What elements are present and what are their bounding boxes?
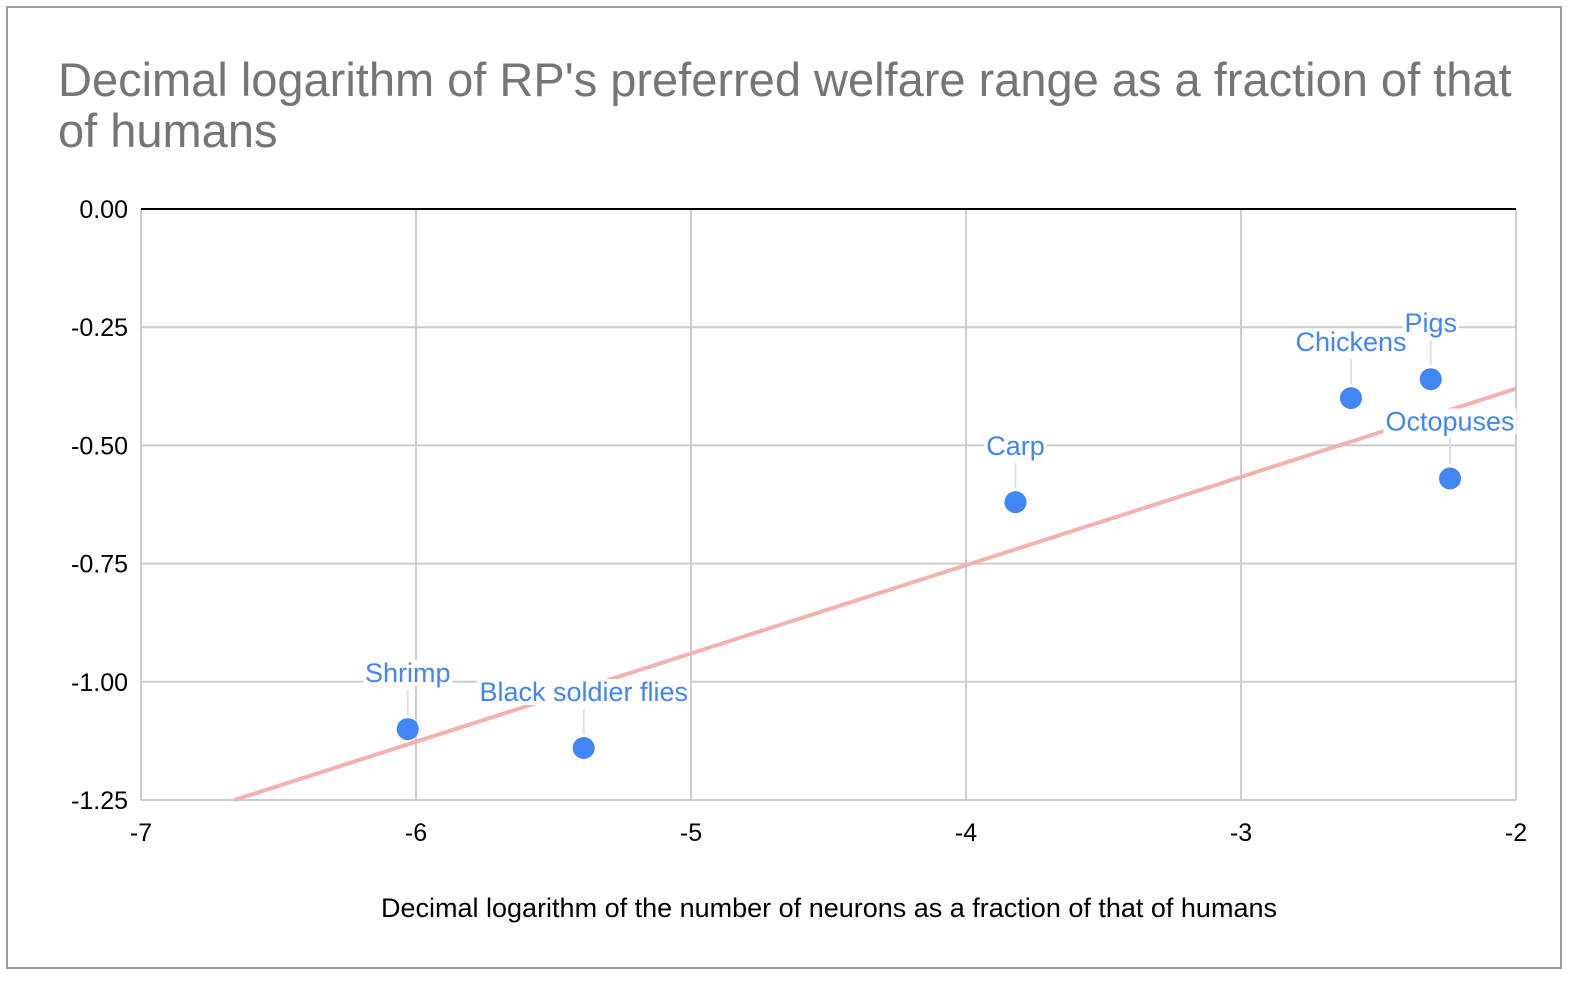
axis-ticks: -7 -6 -5 -4 -3 -2 0.00 -0.25 -0.50 -0.75 -1.00 -1.2…: [71, 196, 1527, 847]
point-label-background: [362, 660, 453, 687]
x-tick-label: -5: [680, 819, 702, 847]
x-tick-label: -4: [955, 819, 977, 847]
label-leaders: [406, 340, 1451, 734]
point-label-background: [1293, 329, 1409, 356]
x-tick-label: -3: [1230, 819, 1252, 847]
point-label: Octopuses: [1385, 406, 1514, 436]
x-tick-label: -2: [1505, 819, 1527, 847]
x-tick-label: -6: [405, 819, 427, 847]
data-point[interactable]: [1004, 491, 1027, 514]
data-point[interactable]: [572, 736, 595, 759]
data-point[interactable]: [396, 718, 419, 741]
grid-lines: [140, 208, 1517, 801]
y-tick-label: -0.25: [71, 314, 128, 342]
point-label-background: [1383, 408, 1517, 435]
y-tick-label: -0.50: [71, 432, 128, 460]
data-point[interactable]: [1340, 387, 1362, 410]
x-axis-title: Decimal logarithm of the number of neuro…: [381, 893, 1277, 923]
y-tick-label: -1.00: [71, 669, 128, 697]
point-label: Carp: [986, 431, 1045, 461]
x-tick-label: -7: [130, 819, 152, 847]
y-tick-label: -0.75: [71, 551, 128, 579]
data-point[interactable]: [1419, 368, 1442, 391]
point-label-background: [984, 433, 1047, 460]
point-label-background: [1402, 310, 1460, 337]
trendline: [233, 386, 1517, 802]
trendline-layer: [233, 386, 1517, 802]
y-tick-label: 0.00: [79, 196, 128, 224]
point-label: Chickens: [1295, 327, 1406, 357]
chart-container[interactable]: [6, 6, 1562, 969]
point-label: Black soldier flies: [479, 677, 688, 707]
data-point[interactable]: [1439, 467, 1461, 490]
data-points: [396, 368, 1461, 759]
point-labels: Shrimp Black soldier flies Carp ChickensPig…: [362, 308, 1517, 707]
point-label: Pigs: [1404, 308, 1457, 338]
y-tick-label: -1.25: [71, 787, 128, 815]
chart-title: Decimal logarithm of RP's preferred welf…: [58, 53, 1512, 157]
point-label: Shrimp: [365, 658, 451, 688]
point-label-background: [477, 678, 691, 705]
